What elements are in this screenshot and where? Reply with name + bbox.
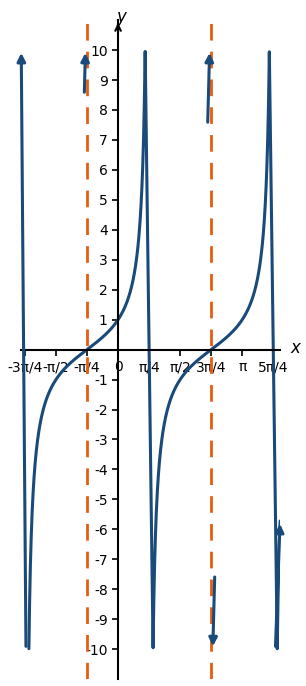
Text: x: x: [290, 339, 300, 357]
Text: y: y: [116, 8, 126, 26]
